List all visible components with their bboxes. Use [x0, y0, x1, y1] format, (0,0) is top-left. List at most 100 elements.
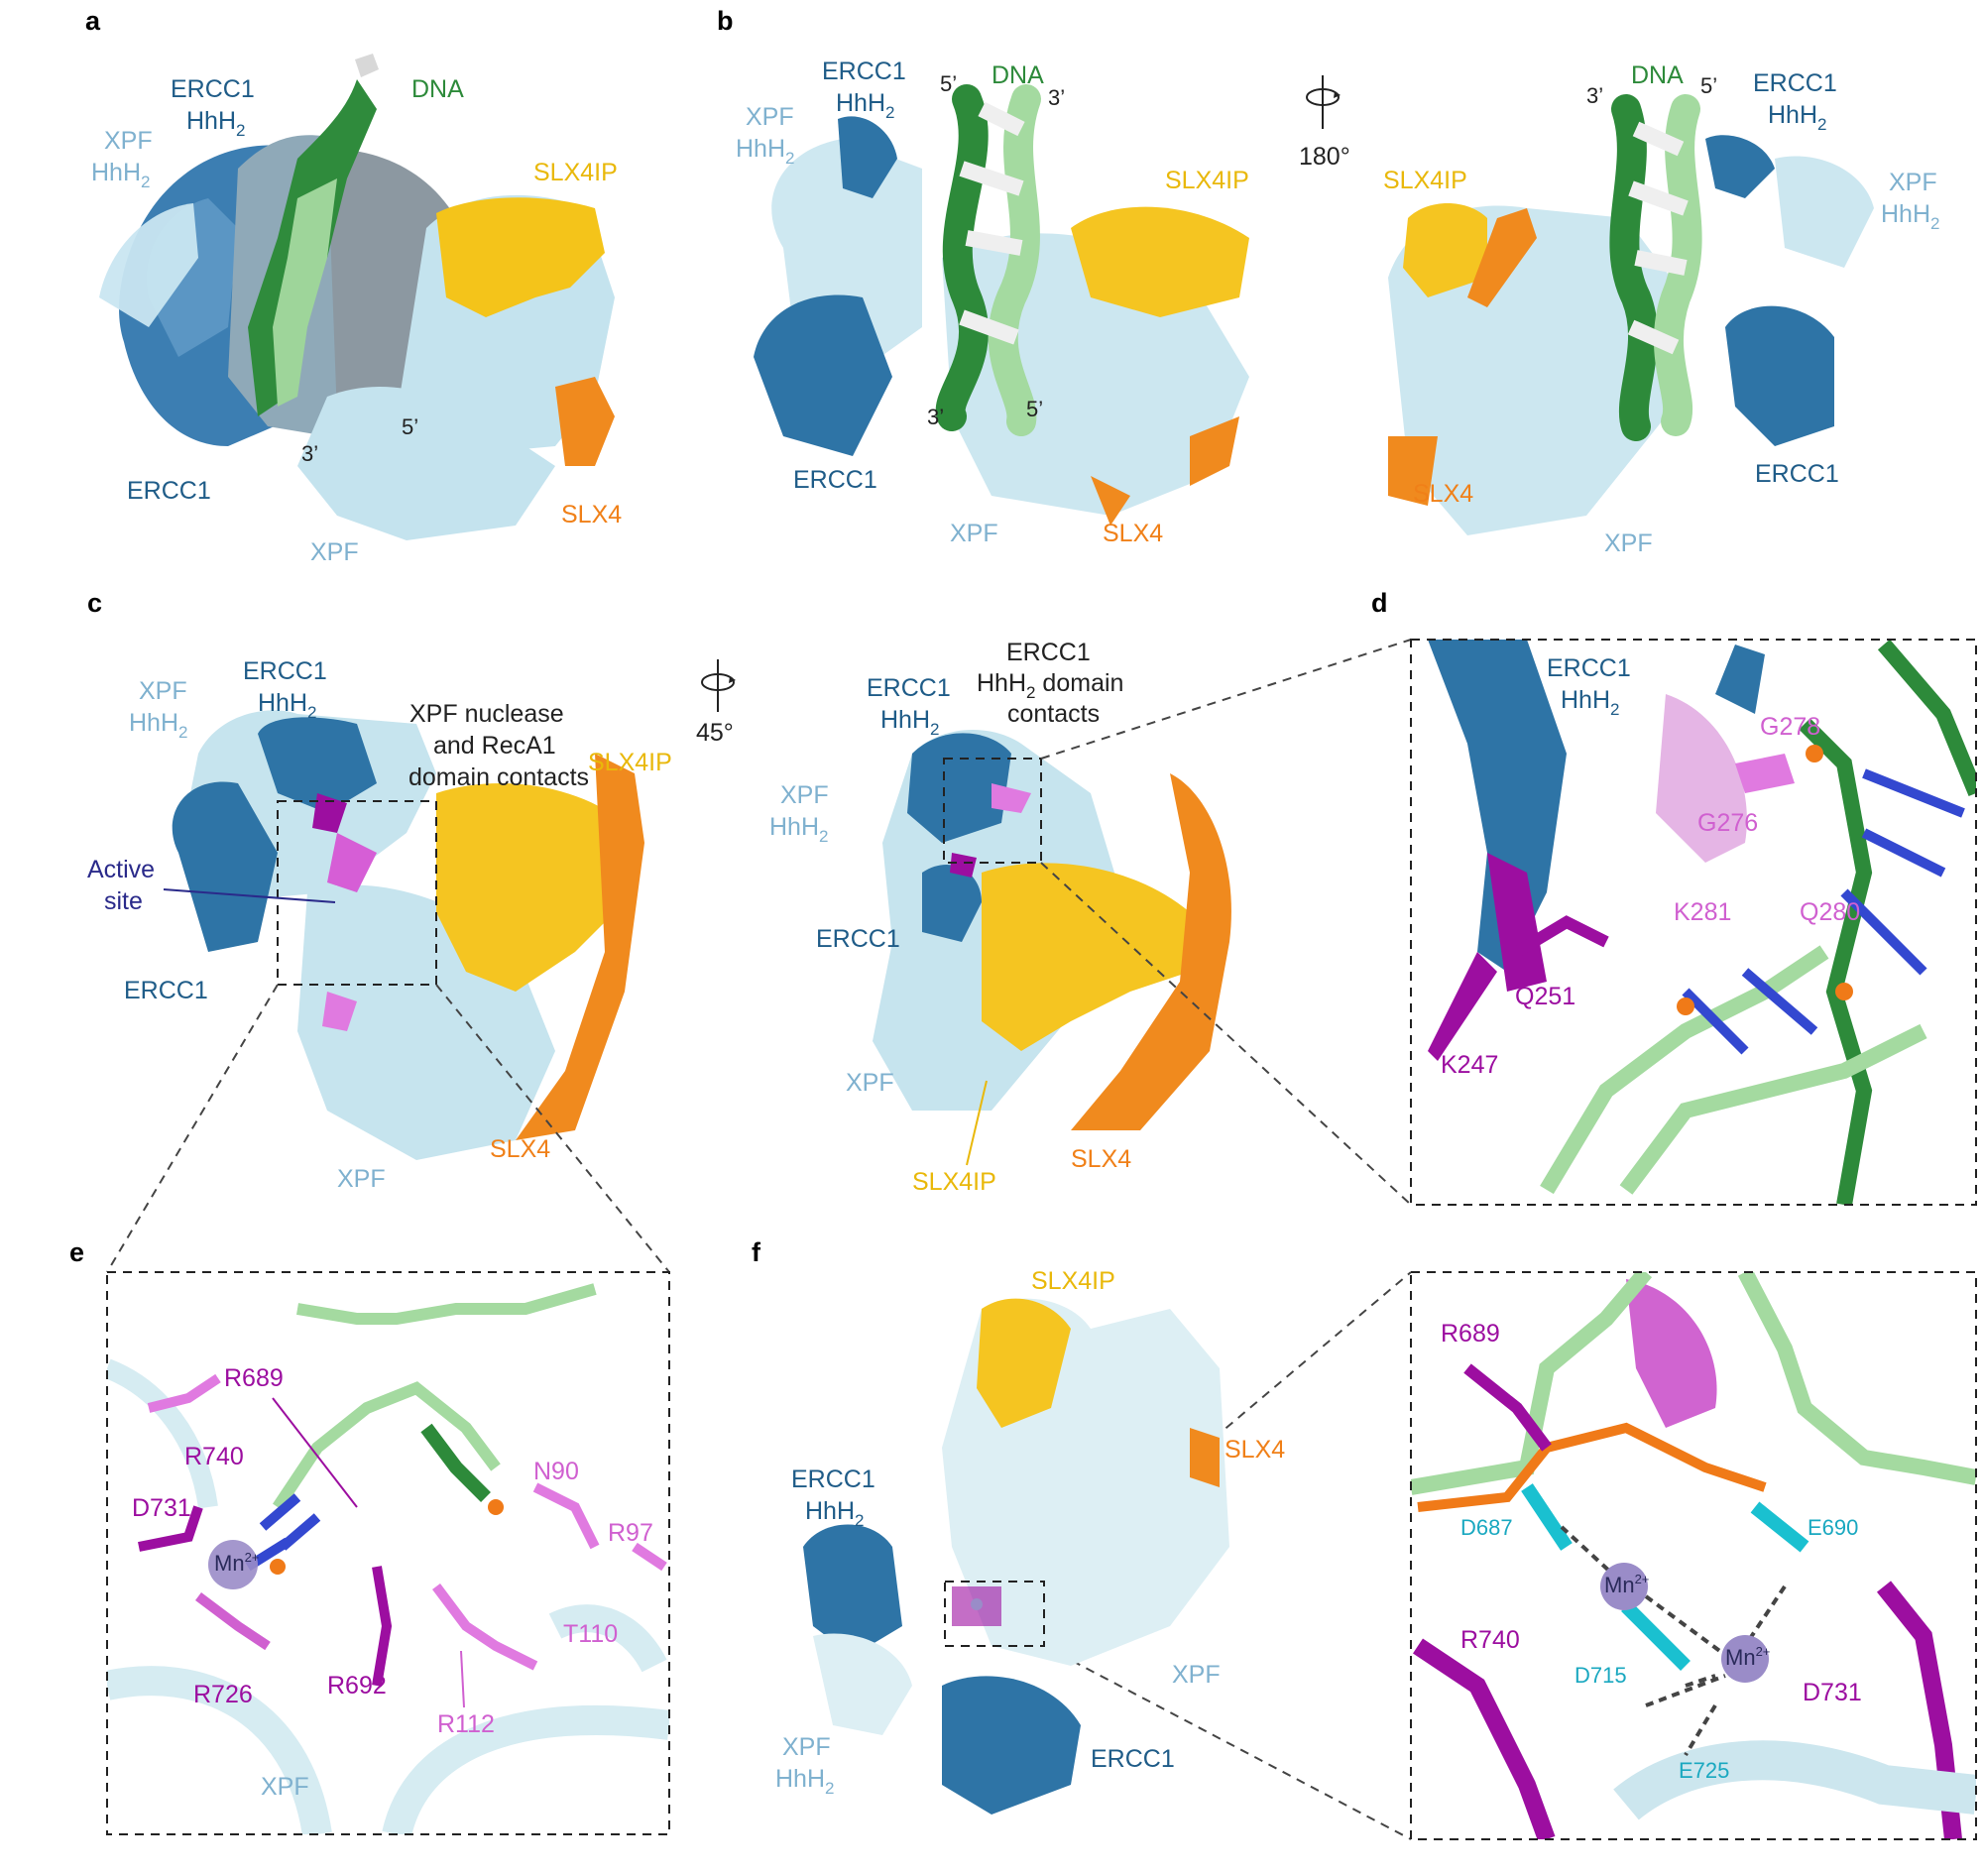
panel-d-ercc1-hhh2-line2: HhH2 — [1561, 686, 1619, 719]
panel-c-left-slx4ip-label: SLX4IP — [588, 749, 672, 776]
panel-c-right-slx4-label: SLX4 — [1071, 1145, 1131, 1173]
panel-label-a: a — [85, 6, 101, 36]
panel-f-mn-ion-1 — [1600, 1563, 1648, 1610]
panel-e-xpf-label: XPF — [261, 1773, 309, 1801]
panel-c-right-zoom-box — [943, 758, 1042, 864]
panel-b-right-ercc1-label: ERCC1 — [1755, 460, 1839, 488]
panel-e-labels: R689 R740 D731 N90 R97 T110 R726 R692 R1… — [132, 1364, 653, 1801]
panel-c-surface-right — [873, 730, 1231, 1130]
panel-f-slx4ip-label: SLX4IP — [1031, 1267, 1115, 1295]
panel-b-right-xpf-hhh2-line1: XPF — [1889, 169, 1937, 196]
panel-f-mn-label-2: Mn2+ — [1725, 1644, 1770, 1670]
panel-b-structure-right — [1388, 135, 1874, 535]
panel-f-residue-r740: R740 — [1460, 1626, 1520, 1654]
panel-d-residue-k281: K281 — [1674, 898, 1731, 926]
panel-b-left-ercc1-label: ERCC1 — [793, 466, 877, 494]
panel-f-mn-ion-2 — [1721, 1635, 1769, 1683]
panel-c-ercc1-contacts-line3: contacts — [1007, 700, 1100, 728]
panel-b-left-slx4ip-label: SLX4IP — [1165, 167, 1249, 194]
panel-c-right-xpf-hhh2-line2: HhH2 — [769, 813, 828, 846]
panel-c-right-ercc1-hhh2-line1: ERCC1 — [867, 674, 951, 702]
panel-d-ercc1-hhh2-line1: ERCC1 — [1547, 654, 1631, 682]
panel-a-xpf-label: XPF — [310, 538, 359, 566]
panel-c-left-ercc1-hhh2-line2: HhH2 — [258, 689, 316, 722]
panel-e-residue-r97: R97 — [608, 1519, 653, 1547]
panel-f-slx4-label: SLX4 — [1225, 1436, 1285, 1464]
panel-c-nuclease-contacts-line1: XPF nuclease — [409, 700, 564, 728]
panel-b-left-slx4-label: SLX4 — [1103, 520, 1163, 547]
panel-f-residue-r689: R689 — [1441, 1320, 1500, 1348]
panel-c-left-xpf-hhh2-line1: XPF — [139, 677, 187, 705]
panel-b-right-slx4-label: SLX4 — [1413, 480, 1473, 508]
panel-b-left-xpf-hhh2-line1: XPF — [746, 103, 794, 131]
panel-d-residue-k247: K247 — [1441, 1051, 1498, 1079]
panel-b-right-xpf-hhh2-line2: HhH2 — [1881, 200, 1939, 233]
panel-e-residue-t110: T110 — [563, 1620, 618, 1648]
panel-e-residue-r740: R740 — [184, 1443, 244, 1470]
panel-c-left-xpf-hhh2-line2: HhH2 — [129, 709, 187, 742]
panel-a-dna-label: DNA — [411, 75, 464, 103]
panel-f-ercc1-hhh2-line1: ERCC1 — [791, 1466, 875, 1493]
panel-c-surface-left — [172, 710, 644, 1160]
panel-c-right-ercc1-label: ERCC1 — [816, 925, 900, 953]
panel-c-right-slx4ip-label: SLX4IP — [912, 1168, 996, 1196]
panel-c-rotation-label: 45° — [696, 719, 734, 747]
panel-c-right-xpf-hhh2-line1: XPF — [780, 781, 829, 809]
panel-a-xpf-hhh2-line2: HhH2 — [91, 159, 150, 191]
panel-f-ercc1-hhh2-line2: HhH2 — [805, 1497, 864, 1530]
panel-b-rotation-icon — [1306, 75, 1341, 129]
panel-d-residue-q280: Q280 — [1800, 898, 1860, 926]
panel-c-left-zoom-box — [277, 800, 437, 986]
panel-b-right-ercc1-hhh2-line1: ERCC1 — [1753, 69, 1837, 97]
panel-b-left-ercc1-hhh2-line1: ERCC1 — [822, 58, 906, 85]
panel-b-left-3prime-bottom: 3’ — [927, 405, 944, 429]
panel-a-ercc1-hhh2-line1: ERCC1 — [171, 75, 255, 103]
panel-c-nuclease-contacts-line2: and RecA1 — [433, 732, 556, 760]
panel-b-left-3prime-top: 3’ — [1048, 85, 1065, 110]
panel-c-slx4ip-pointer — [966, 1080, 988, 1166]
panel-f-residue-d687: D687 — [1460, 1515, 1513, 1540]
panel-f-structure — [803, 1298, 1229, 1815]
panel-f-labels: SLX4IP SLX4 ERCC1 HhH2 XPF HhH2 XPF ERCC… — [775, 1267, 1862, 1798]
panel-f-mn-label-1: Mn2+ — [1604, 1572, 1649, 1597]
panel-a-density-map — [99, 54, 615, 540]
panel-label-e: e — [69, 1237, 84, 1267]
panel-a-labels: DNA ERCC1 HhH2 XPF HhH2 SLX4IP ERCC1 XPF… — [91, 75, 622, 566]
panel-f-xpf-hhh2-line1: XPF — [782, 1733, 831, 1761]
panel-b-left-dna-label: DNA — [992, 61, 1044, 89]
panel-a-ercc1-hhh2-line2: HhH2 — [186, 107, 245, 140]
panel-e-residue-r692: R692 — [327, 1672, 387, 1700]
panel-c-right-xpf-label: XPF — [846, 1069, 894, 1097]
panel-b-dna-helix-left — [935, 84, 1041, 436]
panel-label-c: c — [87, 588, 102, 618]
panel-b-left-5prime-top: 5’ — [940, 71, 957, 96]
panel-b-left-ercc1-hhh2-line2: HhH2 — [836, 89, 894, 122]
panel-b-rotation-label: 180° — [1299, 143, 1350, 171]
panel-b-right-slx4ip-label: SLX4IP — [1383, 167, 1467, 194]
panel-b-dna-helix-right — [1609, 94, 1702, 441]
panel-c-rotation-icon — [701, 659, 736, 712]
panel-label-f: f — [752, 1237, 761, 1267]
panel-f-zoom-box — [944, 1581, 1045, 1647]
panel-c-active-site-pointer — [163, 888, 336, 903]
panel-b-right-dna-label: DNA — [1631, 61, 1684, 89]
panel-c-nuclease-contacts-line3: domain contacts — [408, 763, 589, 791]
panel-label-b: b — [717, 6, 734, 36]
panel-c-right-ercc1-hhh2-line2: HhH2 — [880, 706, 939, 739]
panel-d-residue-g276: G276 — [1697, 809, 1758, 837]
panel-f-xpf-hhh2-line2: HhH2 — [775, 1765, 834, 1798]
panel-e-mn-label: Mn2+ — [214, 1550, 259, 1576]
panel-e-r689-pointer — [272, 1397, 358, 1508]
panel-e-residue-r689: R689 — [224, 1364, 284, 1392]
panel-c-left-slx4-label: SLX4 — [490, 1135, 550, 1163]
panel-c-ercc1-contacts-line1: ERCC1 — [1006, 639, 1091, 666]
panel-a-5prime: 5’ — [402, 414, 418, 439]
panel-f-ercc1-label: ERCC1 — [1091, 1745, 1175, 1773]
panel-c-left-ercc1-hhh2-line1: ERCC1 — [243, 657, 327, 685]
panel-f-residue-e690: E690 — [1808, 1515, 1858, 1540]
panel-b-right-3prime-top: 3’ — [1586, 83, 1603, 108]
panel-a-ercc1-label: ERCC1 — [127, 477, 211, 505]
panel-d-residue-q251: Q251 — [1515, 983, 1575, 1010]
panel-f-residue-e725: E725 — [1679, 1758, 1729, 1783]
panel-d-labels: ERCC1 HhH2 G278 G276 K281 Q280 Q251 K247 — [1441, 654, 1860, 1079]
